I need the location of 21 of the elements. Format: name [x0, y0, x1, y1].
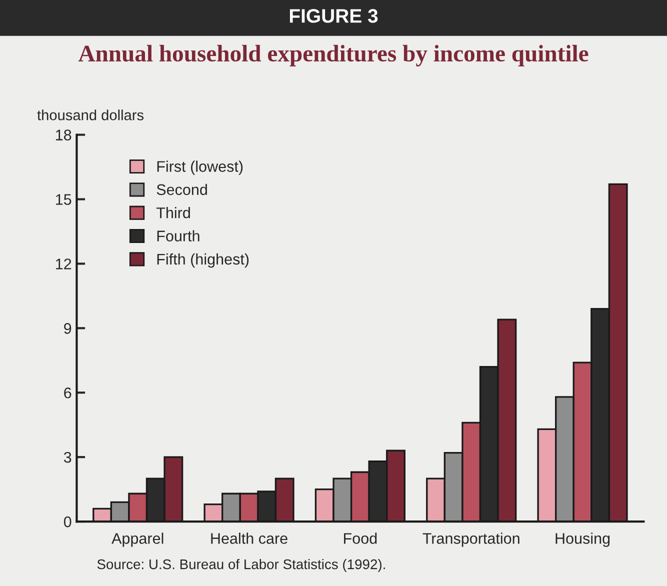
legend-label: Fourth	[157, 230, 200, 242]
legend-label: Second	[156, 184, 207, 196]
chart-title: FIGURE 3	[290, 9, 378, 23]
legend-label: Fifth (highest)	[157, 253, 249, 268]
y-tick-label: 3	[64, 452, 72, 463]
x-tick-label: Housing	[556, 532, 610, 547]
legend-label: First (lowest)	[157, 160, 243, 175]
y-tick-label: 15	[56, 194, 72, 205]
source-note: Source: U.S. Bureau of Labor Statistics (1992).	[97, 559, 385, 572]
y-axis-title: thousand dollars	[37, 110, 144, 120]
chart-subtitle: Annual household expenditures by income quintile	[78, 44, 588, 66]
x-tick-label: Health care	[211, 532, 288, 544]
x-tick-label: Food	[344, 532, 377, 544]
y-tick-label: 9	[64, 323, 72, 334]
x-tick-label: Apparel	[112, 532, 164, 547]
y-tick-label: 0	[64, 516, 72, 528]
legend-label: Third	[156, 207, 190, 218]
y-tick-label: 18	[56, 130, 72, 140]
y-tick-label: 12	[56, 258, 72, 270]
x-tick-label: Transportation	[422, 532, 520, 547]
y-tick-label: 6	[64, 387, 72, 398]
